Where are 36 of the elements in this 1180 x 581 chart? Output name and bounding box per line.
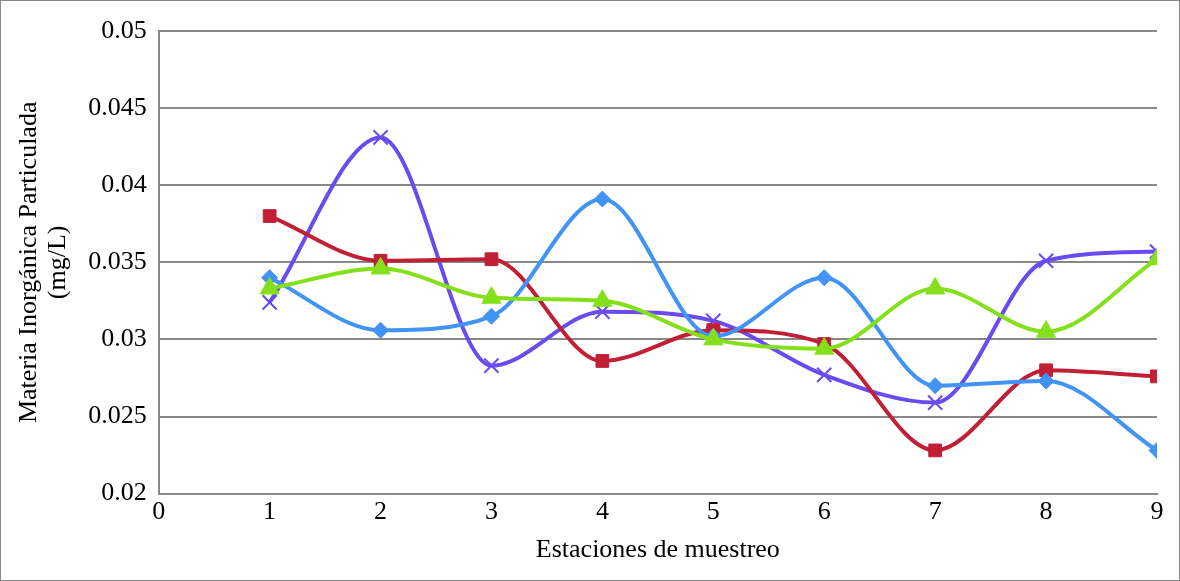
x-tick-label: 3 <box>484 496 498 526</box>
x-tick-label: 8 <box>1039 496 1053 526</box>
y-tick-label: 0.03 <box>101 323 147 353</box>
point <box>484 252 499 267</box>
x-tick-label: 7 <box>928 496 942 526</box>
point <box>262 209 277 223</box>
y-tick-label: 0.045 <box>88 91 147 121</box>
x-axis-title: Estaciones de muestreo <box>535 534 780 564</box>
point <box>1038 252 1055 269</box>
y-tick-label: 0.035 <box>88 246 147 276</box>
point <box>928 443 943 458</box>
point <box>593 190 611 208</box>
x-tick-label: 6 <box>817 496 831 526</box>
y-tick-label: 0.02 <box>101 477 147 507</box>
x-tick-label: 4 <box>595 496 609 526</box>
point <box>1037 372 1055 390</box>
point <box>372 321 390 339</box>
point <box>816 366 833 383</box>
y-tick-label: 0.04 <box>101 169 147 199</box>
point <box>482 307 500 325</box>
x-tick-label: 9 <box>1150 496 1164 526</box>
point <box>372 129 389 146</box>
point <box>705 312 722 329</box>
point <box>483 357 500 374</box>
x-tick-label: 2 <box>374 496 388 526</box>
y-axis-title: Materia Inorgánica Particulada (mg/L) <box>13 101 71 424</box>
x-tick-label: 1 <box>263 496 277 526</box>
y-tick-label: 0.05 <box>101 14 147 44</box>
y-tick-label: 0.025 <box>88 400 147 430</box>
x-tick-label: 5 <box>706 496 720 526</box>
point <box>815 269 833 287</box>
point <box>926 377 944 395</box>
point <box>927 394 944 411</box>
point <box>595 354 610 368</box>
x-tick-label: 0 <box>152 496 166 526</box>
point <box>261 294 278 311</box>
